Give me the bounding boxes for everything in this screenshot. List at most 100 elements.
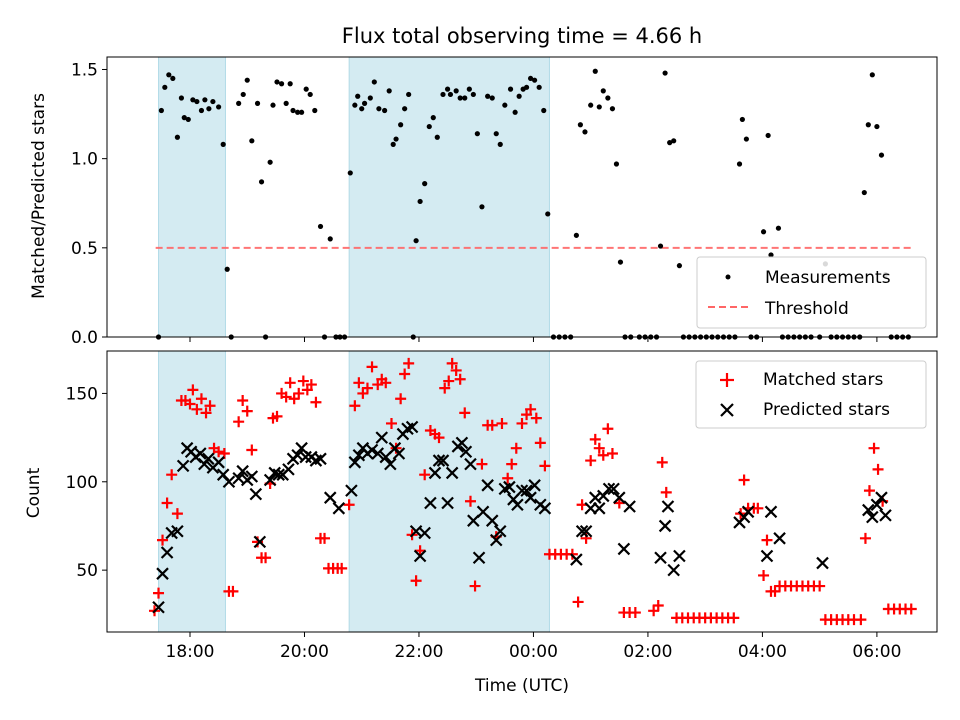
measurement-point	[202, 97, 208, 103]
ratio-plot-frame	[106, 56, 938, 338]
matched-point	[157, 534, 169, 546]
predicted-point	[472, 551, 486, 565]
matched-point	[410, 575, 422, 587]
series-predicted-stars	[152, 420, 892, 614]
y-tick-label: 50	[76, 561, 98, 581]
x-tick-label: 20:00	[280, 642, 329, 662]
measurement-point	[577, 122, 583, 128]
matched-point	[728, 612, 740, 624]
predicted-point	[282, 463, 295, 476]
predicted-point	[607, 482, 620, 496]
measurement-point	[447, 91, 454, 98]
measurement-point	[474, 131, 480, 137]
measurement-point	[765, 132, 771, 139]
matched-point	[319, 532, 331, 544]
matched-point	[602, 423, 614, 435]
matched-point	[153, 587, 165, 599]
matched-point	[502, 472, 514, 484]
x-tick-label: 00:00	[509, 642, 558, 662]
measurement-point	[865, 122, 871, 128]
legend-matched-marker	[720, 373, 734, 387]
matched-point	[166, 469, 178, 481]
count-legend-box	[695, 360, 927, 429]
matched-point	[496, 417, 508, 429]
measurement-point	[457, 95, 463, 101]
matched-point	[191, 403, 203, 415]
predicted-point	[464, 457, 477, 471]
measurement-point	[390, 141, 396, 147]
predicted-point	[764, 505, 778, 519]
matched-point	[459, 407, 471, 419]
matched-point	[613, 497, 625, 509]
matched-point	[439, 382, 451, 394]
predicted-point	[263, 473, 277, 487]
matched-point	[454, 373, 466, 385]
count-legend: Matched stars Predicted stars	[695, 360, 927, 429]
matched-point	[516, 417, 528, 429]
predicted-point	[528, 479, 541, 492]
measurement-point	[531, 77, 538, 83]
measurement-point	[462, 95, 468, 101]
predicted-point	[176, 459, 190, 473]
predicted-point	[432, 454, 446, 467]
measurement-point	[592, 68, 598, 74]
measurement-point	[270, 102, 276, 108]
predicted-point	[323, 491, 337, 504]
chart-title: Flux total observing time = 4.66 h	[342, 24, 702, 48]
measurement-point	[768, 252, 774, 258]
measurement-point	[453, 88, 459, 94]
measurement-point	[613, 161, 620, 167]
predicted-point	[493, 524, 507, 538]
measurement-point	[283, 100, 289, 106]
shaded-interval-1	[158, 350, 226, 633]
matched-point	[280, 391, 292, 403]
measurement-point	[162, 84, 168, 90]
measurement-point	[355, 93, 361, 99]
measurement-point	[190, 97, 196, 103]
predicted-point	[489, 533, 503, 547]
y-tick-label: 1.5	[71, 60, 98, 80]
measurement-point	[327, 236, 333, 242]
ratio-legend: Measurements Threshold	[696, 256, 927, 329]
matched-point	[260, 552, 272, 564]
legend-predicted-label: Predicted stars	[763, 400, 890, 420]
predicted-point	[194, 447, 207, 460]
measurement-point	[527, 75, 534, 82]
predicted-point	[345, 484, 358, 497]
shaded-interval-2	[348, 350, 550, 633]
measurement-point	[541, 107, 547, 114]
predicted-point	[405, 420, 419, 434]
measurement-point	[440, 91, 446, 98]
matched-point	[443, 375, 455, 387]
predicted-point	[658, 519, 672, 533]
measurement-point	[258, 179, 265, 185]
predicted-point	[485, 514, 499, 527]
matched-point	[349, 400, 361, 412]
matched-point	[539, 460, 551, 472]
matched-point	[469, 580, 481, 592]
predicted-point	[481, 479, 494, 492]
predicted-point	[375, 431, 389, 444]
predicted-point	[160, 546, 174, 559]
measurement-point	[545, 211, 551, 217]
legend-measurements-marker	[725, 274, 731, 280]
measurement-point	[178, 95, 185, 101]
matched-point	[872, 463, 884, 475]
measurement-point	[422, 181, 428, 187]
y-tick-label: 150	[66, 384, 98, 404]
measurement-point	[206, 106, 212, 112]
matched-point	[433, 432, 445, 444]
matched-point	[738, 474, 750, 486]
measurement-point	[434, 134, 440, 140]
predicted-point	[602, 482, 616, 496]
matched-point	[593, 442, 605, 454]
legend-threshold-label: Threshold	[764, 299, 849, 319]
predicted-point	[249, 487, 263, 501]
matched-point	[213, 446, 225, 458]
measurement-point	[361, 100, 368, 106]
measurement-point	[376, 106, 382, 112]
matched-point	[343, 499, 355, 511]
matched-point	[271, 410, 283, 422]
predicted-point	[467, 514, 480, 527]
